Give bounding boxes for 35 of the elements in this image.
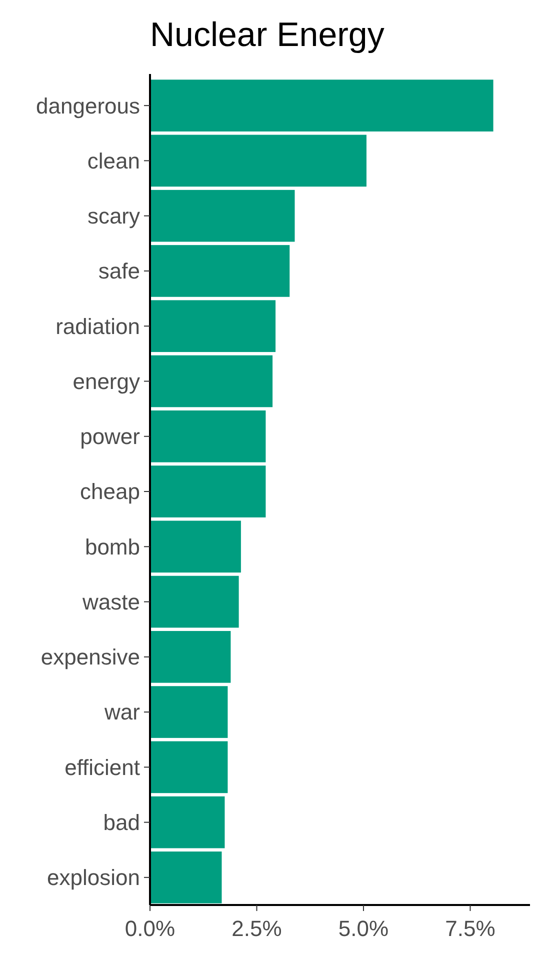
bar bbox=[150, 796, 225, 848]
y-tick-label: clean bbox=[87, 148, 140, 174]
bar bbox=[150, 466, 266, 518]
bar bbox=[150, 576, 239, 628]
bar bbox=[150, 741, 228, 794]
bar bbox=[150, 134, 366, 187]
bar bbox=[150, 520, 241, 573]
x-tick-label: 2.5% bbox=[232, 916, 282, 941]
y-tick-label: bomb bbox=[84, 534, 140, 560]
y-tick-label: bad bbox=[103, 810, 140, 835]
bar bbox=[150, 686, 228, 738]
y-tick-label: scary bbox=[87, 204, 140, 229]
bar bbox=[150, 80, 494, 132]
y-tick-label: war bbox=[104, 700, 140, 725]
y-tick-label: explosion bbox=[47, 865, 140, 890]
y-tick-label: dangerous bbox=[36, 93, 140, 118]
y-tick-label: energy bbox=[72, 368, 140, 394]
y-tick-label: waste bbox=[82, 589, 140, 614]
y-tick-label: expensive bbox=[40, 644, 140, 670]
y-tick-label: radiation bbox=[56, 314, 140, 339]
y-tick-label: cheap bbox=[80, 479, 140, 504]
y-tick-label: safe bbox=[98, 258, 140, 284]
bar bbox=[150, 355, 273, 408]
x-tick-label: 0.0% bbox=[124, 916, 176, 941]
chart-title: Nuclear Energy bbox=[150, 16, 384, 54]
bar bbox=[150, 410, 266, 462]
bar bbox=[150, 630, 231, 683]
bar bbox=[150, 190, 295, 242]
bar bbox=[150, 300, 276, 352]
x-tick-label: 5.0% bbox=[338, 916, 389, 941]
y-tick-label: efficient bbox=[64, 754, 140, 780]
x-tick-label: 7.5% bbox=[445, 916, 496, 941]
y-tick-label: power bbox=[80, 424, 140, 450]
bar bbox=[150, 245, 290, 297]
bar bbox=[150, 852, 222, 904]
